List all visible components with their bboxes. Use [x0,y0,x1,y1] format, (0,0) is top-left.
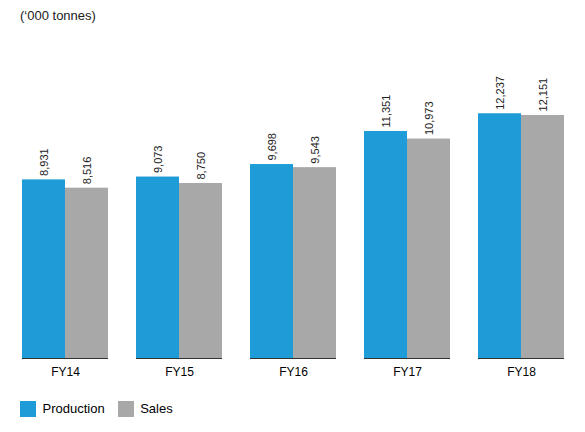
svg-text:9,543: 9,543 [309,136,321,164]
svg-text:8,516: 8,516 [81,157,93,185]
svg-text:FY16: FY16 [279,365,308,379]
svg-text:9,698: 9,698 [266,133,278,161]
html-text:(‘000 tonnes): (‘000 tonnes) [20,8,96,23]
svg-text:12,237: 12,237 [494,76,506,110]
svg-text:8,931: 8,931 [38,148,50,176]
svg-text:FY18: FY18 [507,365,536,379]
html-text:Sales: Sales [140,401,173,416]
svg-text:FY15: FY15 [165,365,194,379]
svg-text:8,750: 8,750 [195,152,207,180]
svg-text:12,151: 12,151 [537,78,549,112]
svg-text:FY14: FY14 [51,365,80,379]
svg-text:9,073: 9,073 [152,146,164,174]
svg-text:10,973: 10,973 [423,101,435,135]
html-text:Production: Production [42,401,105,416]
svg-text:11,351: 11,351 [380,95,392,128]
svg-text:FY17: FY17 [393,365,422,379]
